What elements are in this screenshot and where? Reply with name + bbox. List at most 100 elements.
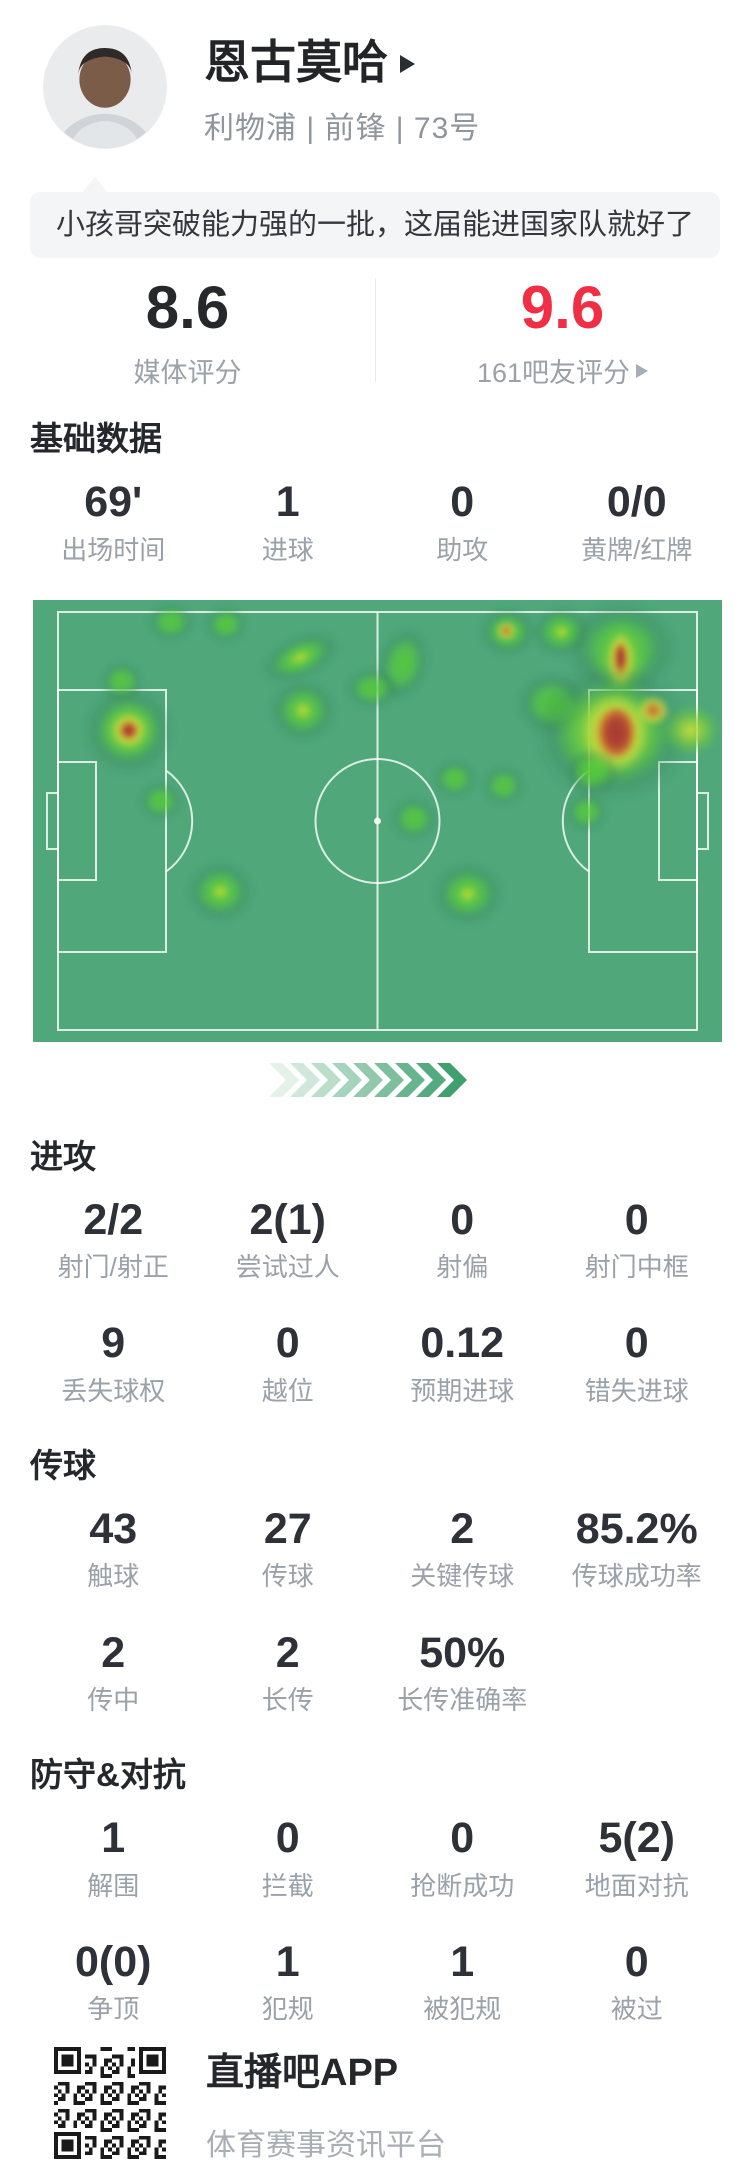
basic-stats-grid: 69' 出场时间 1 进球 0 助攻 0/0 黄牌/红牌 (0, 478, 750, 566)
fans-rating[interactable]: 9.6 161吧友评分 (375, 276, 750, 390)
stat-value: 27 (263, 1504, 312, 1553)
stat-cell: 2 关键传球 (375, 1505, 550, 1593)
fan-quote-bubble: 小孩哥突破能力强的一批，这届能进国家队就好了 (30, 176, 720, 259)
stat-value: 2 (101, 1628, 126, 1677)
app-name: 直播吧APP (206, 2052, 399, 2095)
stat-value: 0 (624, 1195, 649, 1244)
stat-cell: 0.12 预期进球 (375, 1319, 550, 1407)
ratings-divider (375, 278, 376, 383)
media-rating: 8.6 媒体评分 (0, 276, 375, 390)
fans-rating-arrow-icon (636, 363, 649, 378)
stat-label: 出场时间 (61, 534, 166, 565)
stat-cell: 0 越位 (201, 1319, 376, 1407)
stat-cell: 43 触球 (26, 1505, 201, 1593)
footer-text-block: 直播吧APP 体育赛事资讯平台 (206, 2041, 446, 2161)
stat-value: 1 (275, 478, 300, 527)
stat-value: 0/0 (606, 478, 667, 527)
attack-stats-grid: 2/2 射门/射正 2(1) 尝试过人 0 射偏 0 射门中框 9 丢失球权 0 越位 0.… (0, 1196, 750, 1407)
stat-label: 传球 (261, 1561, 314, 1592)
player-header: 恩古莫哈 利物浦 | 前锋 | 73号 (0, 0, 750, 148)
defense-stats-grid: 1 解围 0 拦截 0 抢断成功 5(2) 地面对抗 0(0) 争顶 1 犯规 1 被犯规 0… (0, 1814, 750, 2025)
qr-code (54, 2046, 166, 2159)
stat-label: 被犯规 (423, 1994, 502, 2025)
stat-value: 2 (450, 1504, 475, 1553)
ratings-panel: 8.6 媒体评分 9.6 161吧友评分 (0, 262, 750, 390)
stat-cell: 0 助攻 (375, 478, 550, 566)
stat-value: 43 (89, 1504, 138, 1553)
stat-label: 助攻 (436, 534, 489, 565)
stat-label: 越位 (261, 1375, 314, 1406)
stat-label: 进球 (261, 534, 314, 565)
stat-value: 50% (419, 1628, 506, 1677)
stat-cell: 1 解围 (26, 1814, 201, 1902)
stat-cell: 2 长传 (201, 1629, 376, 1717)
media-rating-label: 媒体评分 (133, 358, 242, 389)
stat-value: 85.2% (575, 1504, 698, 1553)
stat-value: 9 (101, 1319, 126, 1368)
stat-value: 1 (101, 1814, 126, 1863)
stat-label: 射门/射正 (57, 1252, 169, 1283)
stat-value: 0 (275, 1319, 300, 1368)
stat-label: 触球 (87, 1561, 140, 1592)
stat-value: 0 (624, 1319, 649, 1368)
player-name-block: 恩古莫哈 利物浦 | 前锋 | 73号 (204, 26, 480, 147)
fans-rating-label: 161吧友评分 (375, 351, 750, 390)
stat-cell: 1 被犯规 (375, 1938, 550, 2026)
section-title-attack: 进攻 (30, 1137, 96, 1175)
stat-label: 争顶 (87, 1994, 140, 2025)
stat-value: 2 (275, 1628, 300, 1677)
stat-cell: 0 抢断成功 (375, 1814, 550, 1902)
stat-cell: 1 进球 (201, 478, 376, 566)
stat-value: 0 (450, 478, 475, 527)
fans-rating-label-text: 161吧友评分 (476, 358, 631, 389)
fan-quote-text: 小孩哥突破能力强的一批，这届能进国家队就好了 (55, 209, 694, 241)
stat-label: 射门中框 (584, 1252, 689, 1283)
stat-value: 0 (624, 1937, 649, 1986)
stat-label: 关键传球 (410, 1561, 515, 1592)
stat-cell: 0 错失进球 (550, 1319, 725, 1407)
stat-value: 1 (450, 1937, 475, 1986)
stat-label: 错失进球 (584, 1375, 689, 1406)
stat-cell: 2(1) 尝试过人 (201, 1196, 376, 1284)
stat-label: 尝试过人 (235, 1252, 340, 1283)
app-footer: 直播吧APP 体育赛事资讯平台 (0, 2041, 750, 2161)
player-meta: 利物浦 | 前锋 | 73号 (204, 111, 481, 145)
stat-cell: 9 丢失球权 (26, 1319, 201, 1407)
media-rating-value: 8.6 (145, 274, 230, 342)
stat-value: 2/2 (83, 1195, 144, 1244)
stat-cell: 2/2 射门/射正 (26, 1196, 201, 1284)
stat-label: 被过 (610, 1994, 663, 2025)
avatar-placeholder-image (44, 26, 166, 148)
stat-value: 5(2) (598, 1814, 675, 1863)
player-avatar[interactable] (44, 26, 166, 148)
stat-label: 长传准确率 (397, 1685, 528, 1715)
stat-cell: 0 射偏 (375, 1196, 550, 1284)
attack-direction-chevrons-icon (0, 1062, 750, 1098)
stat-value: 0.12 (420, 1319, 505, 1368)
stat-value: 2(1) (249, 1195, 326, 1244)
section-title-basic: 基础数据 (30, 420, 162, 458)
stat-cell: 27 传球 (201, 1505, 376, 1593)
stat-label: 传中 (87, 1685, 140, 1715)
player-name-row[interactable]: 恩古莫哈 (204, 36, 480, 89)
stat-value: 1 (275, 1937, 300, 1986)
stat-label: 拦截 (261, 1870, 314, 1901)
section-title-defense: 防守&对抗 (30, 1756, 186, 1794)
stat-cell: 5(2) 地面对抗 (550, 1814, 725, 1902)
stat-label: 预期进球 (410, 1375, 515, 1406)
stat-label: 长传 (261, 1685, 314, 1715)
stat-label: 射偏 (436, 1252, 489, 1283)
stat-cell: 0/0 黄牌/红牌 (550, 478, 725, 566)
stat-cell: 0(0) 争顶 (26, 1938, 201, 2026)
football-pitch-heatmap (33, 599, 722, 1042)
stat-label: 解围 (87, 1870, 140, 1901)
stat-cell: 0 拦截 (201, 1814, 376, 1902)
stat-label: 传球成功率 (571, 1561, 702, 1592)
stat-label: 黄牌/红牌 (581, 534, 693, 565)
stat-cell: 85.2% 传球成功率 (550, 1505, 725, 1593)
position-heatmap (0, 599, 750, 1042)
stat-cell-empty (550, 1629, 725, 1717)
name-link-arrow-icon (400, 55, 415, 74)
stat-value: 0 (275, 1814, 300, 1863)
